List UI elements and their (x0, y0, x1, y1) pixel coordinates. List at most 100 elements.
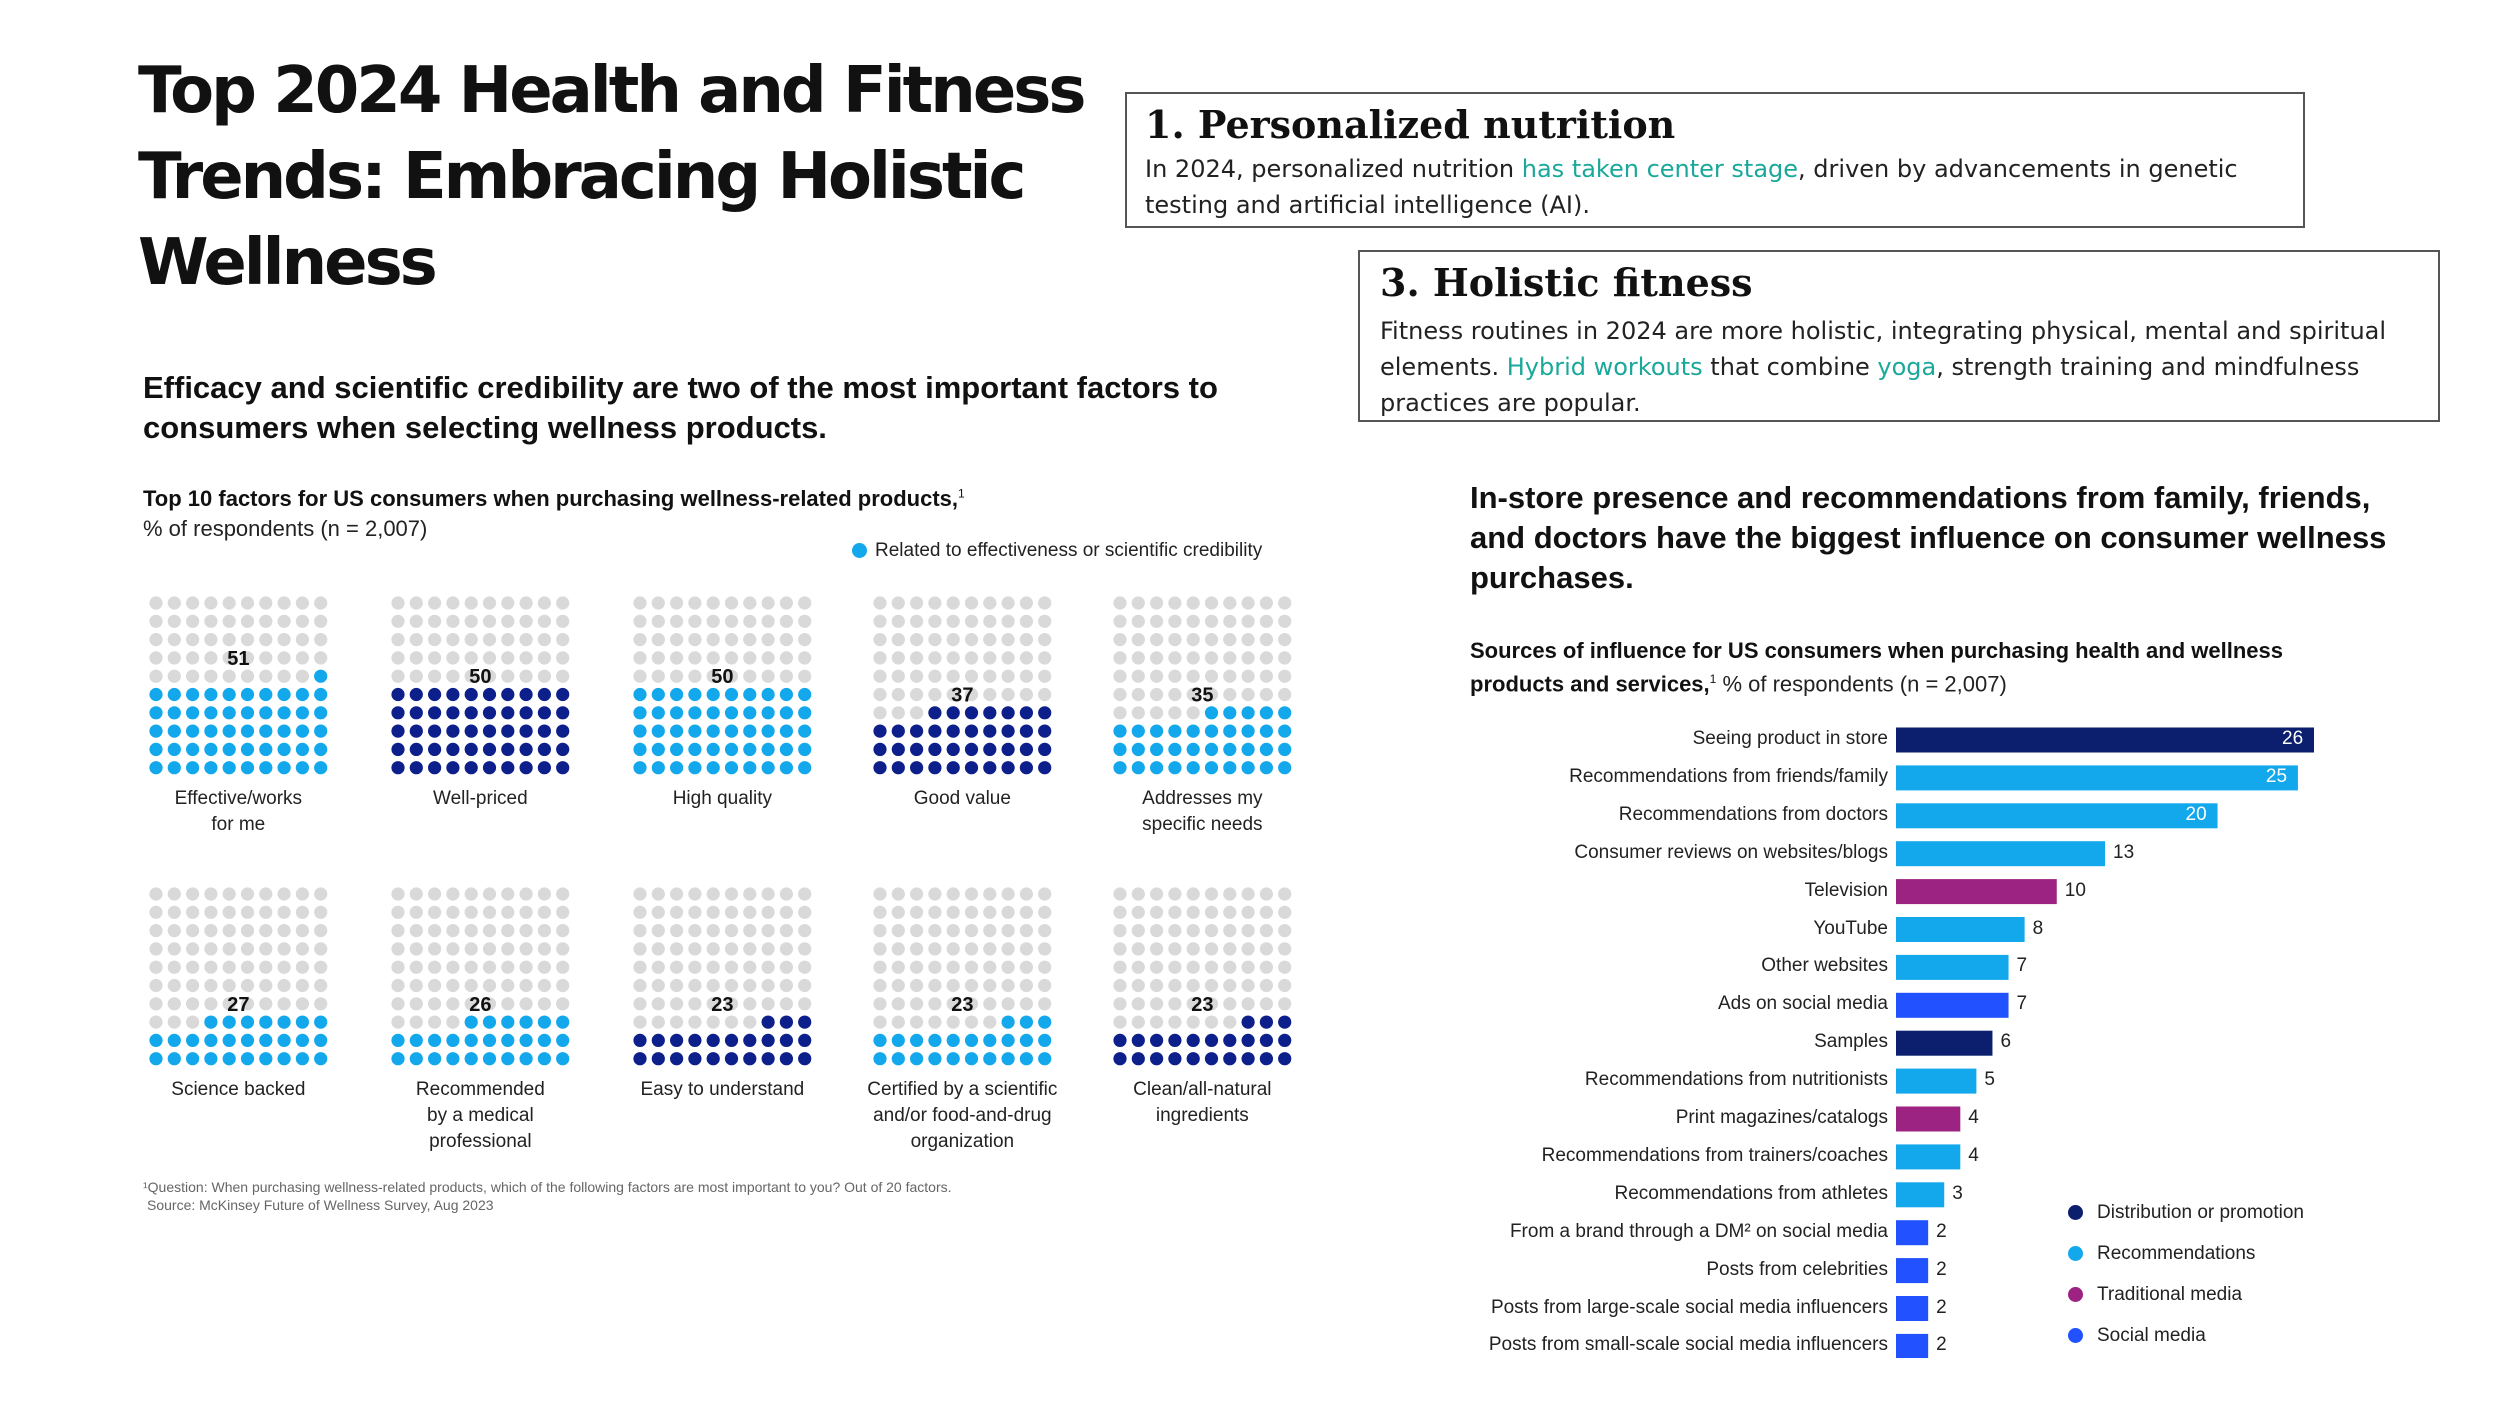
waffle-dot-filled (556, 1015, 570, 1029)
bar-value-label: 13 (2113, 841, 2135, 863)
waffle-dot-empty (706, 596, 720, 610)
waffle-dot-empty (1278, 978, 1292, 993)
bar-category-label: Samples (1814, 1031, 1888, 1053)
waffle-dot-filled (1001, 742, 1015, 757)
waffle-dot-filled (295, 1033, 309, 1047)
waffle-dot-empty (149, 978, 163, 993)
hybrid-workouts-link[interactable]: Hybrid workouts (1506, 353, 1703, 381)
yoga-link[interactable]: yoga (1877, 353, 1937, 381)
bar (1896, 917, 2025, 942)
bar-category-label: Recommendations from athletes (1614, 1182, 1888, 1204)
waffle-dot-empty (519, 924, 533, 938)
waffle-dot-filled (724, 1052, 739, 1066)
waffle-dot-empty (1204, 942, 1219, 956)
waffle-dot-empty (556, 924, 570, 938)
bar-value-label: 7 (2016, 955, 2028, 977)
waffle-dot-empty (1150, 905, 1164, 919)
bar-category-label: Recommendations from trainers/coaches (1541, 1144, 1888, 1166)
waffle-dot-empty (222, 924, 236, 938)
waffle-dot-empty (688, 960, 702, 974)
waffle-dot-empty (277, 978, 291, 993)
waffle-dot-empty (873, 596, 887, 610)
waffle-dot-empty (946, 978, 960, 993)
waffle-dot-empty (706, 905, 720, 919)
waffle-dot-filled (295, 742, 309, 757)
waffle-dot-empty (446, 942, 460, 956)
waffle-dot-empty (464, 651, 478, 665)
waffle-dot-empty (240, 887, 255, 901)
waffle-dot-empty (1150, 978, 1164, 993)
waffle-dot-empty (670, 633, 684, 647)
waffle-dot-empty (798, 669, 812, 683)
waffle-dot-filled (314, 724, 328, 738)
waffle-dot-empty (428, 1015, 442, 1029)
waffle-dot-empty (537, 924, 552, 938)
callout-1-link[interactable]: has taken center stage (1521, 155, 1799, 183)
waffle-dot-empty (501, 924, 515, 938)
waffle-category-label-line: Easy to understand (640, 1078, 805, 1100)
waffle-dot-empty (1259, 887, 1273, 901)
waffle-dot-filled (259, 724, 273, 738)
waffle-category-label-line: Science backed (171, 1078, 306, 1100)
waffle-dot-empty (186, 997, 200, 1011)
waffle-dot-empty (761, 978, 775, 993)
waffle-dot-empty (186, 960, 200, 974)
waffle-dot-empty (1241, 687, 1255, 702)
waffle-dot-filled (409, 1033, 423, 1047)
waffle-dot-empty (1131, 614, 1145, 628)
waffle-dot-filled (779, 724, 794, 738)
waffle-dot-filled (964, 1052, 979, 1066)
waffle-dot-filled (1241, 706, 1255, 720)
callout-3-heading: 3. Holistic fitness (1380, 260, 1753, 305)
waffle-category-label-line: ingredients (1155, 1104, 1249, 1126)
waffle-dot-empty (167, 924, 181, 938)
waffle-dot-empty (409, 924, 423, 938)
waffle-dot-empty (519, 614, 533, 628)
waffle-category-label: High quality (612, 786, 832, 812)
waffle-dot-filled (295, 724, 309, 738)
waffle-dot-empty (556, 905, 570, 919)
waffle-dot-empty (295, 960, 309, 974)
waffle-dot-empty (1204, 687, 1219, 702)
waffle-dot-filled (651, 706, 665, 720)
waffle-dot-empty (1186, 1015, 1200, 1029)
waffle-dot-filled (761, 1015, 775, 1029)
waffle-dot-empty (1001, 960, 1015, 974)
legend-label: Traditional media (2097, 1284, 2243, 1305)
waffle-dot-empty (1150, 706, 1164, 720)
waffle-dot-filled (798, 1033, 812, 1047)
waffle-dot-empty (167, 887, 181, 901)
waffle-dot-empty (891, 942, 905, 956)
waffle-dot-empty (724, 633, 739, 647)
waffle-dot-empty (891, 669, 905, 683)
waffle-dot-empty (149, 997, 163, 1011)
waffle-dot-filled (277, 724, 291, 738)
waffle-dot-empty (724, 651, 739, 665)
bar-value-label: 2 (1936, 1220, 1947, 1242)
waffle-dot-empty (779, 960, 794, 974)
waffle-dot-empty (891, 978, 905, 993)
waffle-dot-filled (1038, 1033, 1052, 1047)
waffle-dot-empty (779, 614, 794, 628)
waffle-category-label-line: Good value (913, 787, 1011, 809)
waffle-dot-empty (537, 669, 552, 683)
waffle-dot-empty (1001, 651, 1015, 665)
waffle-dot-filled (277, 687, 291, 702)
waffle-dot-empty (873, 960, 887, 974)
waffle-dot-filled (519, 706, 533, 720)
waffle-value-label: 23 (711, 994, 733, 1016)
waffle-dot-empty (1204, 924, 1219, 938)
bar (1896, 765, 2298, 791)
waffle-dot-empty (1241, 887, 1255, 901)
waffle-dot-empty (391, 924, 405, 938)
bar (1896, 1220, 1929, 1246)
waffle-dot-filled (295, 706, 309, 720)
waffle-dot-empty (464, 942, 478, 956)
waffle-dot-filled (798, 1052, 812, 1066)
waffle-dot-filled (946, 1052, 960, 1066)
bar-category-label: YouTube (1813, 917, 1888, 939)
waffle-dot-empty (1168, 1015, 1182, 1029)
waffle-dot-filled (482, 742, 497, 757)
waffle-dot-empty (724, 978, 739, 993)
bar-category-label: Other websites (1761, 955, 1888, 977)
